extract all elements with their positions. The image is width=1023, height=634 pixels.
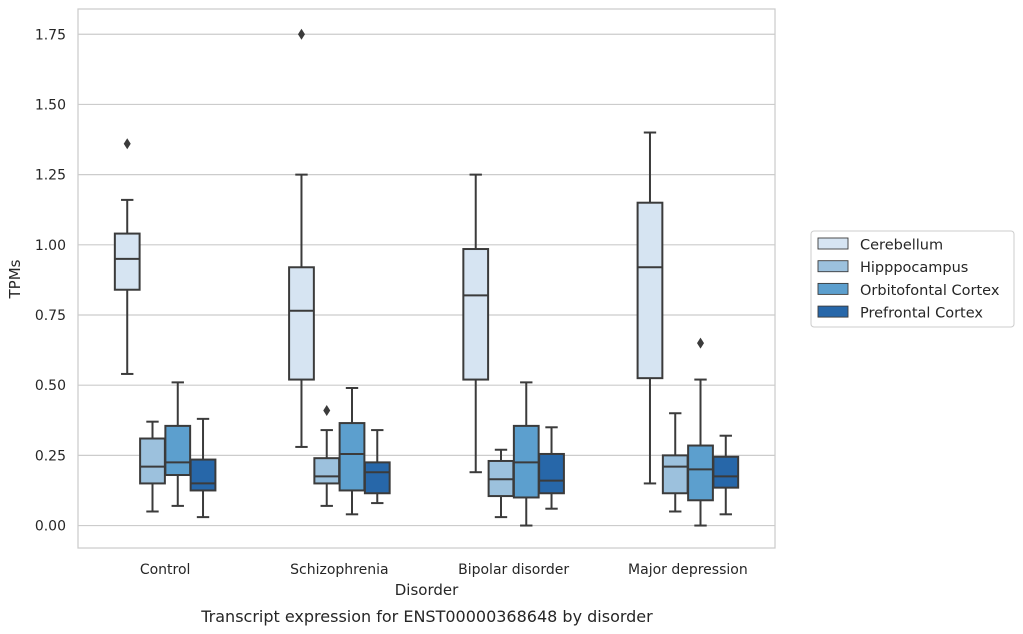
box-iqr <box>712 455 740 489</box>
legend-swatch <box>817 282 849 295</box>
plot-frame <box>77 8 776 549</box>
box-iqr <box>687 444 714 502</box>
box-prefrontal-cortex-0 <box>189 417 217 519</box>
box-prefrontal-cortex-1 <box>363 429 391 505</box>
y-tick-label: 0.75 <box>35 308 66 324</box>
y-tick-label: 0.00 <box>35 519 66 535</box>
box-prefrontal-cortex-3 <box>712 434 740 516</box>
legend-swatch <box>817 305 849 318</box>
legend-frame <box>810 230 1015 328</box>
box-iqr <box>661 454 689 495</box>
box-iqr <box>313 457 341 485</box>
box-iqr <box>538 452 565 495</box>
box-iqr <box>363 461 391 495</box>
y-tick-label: 0.50 <box>35 378 66 394</box>
box-iqr <box>164 424 192 477</box>
legend-label: Hipppocampus <box>860 260 968 276</box>
legend-label: Prefrontal Cortex <box>860 306 983 322</box>
x-tick-labels: Control Schizophrenia Bipolar disorder Majo… <box>140 562 748 578</box>
box-iqr <box>338 422 366 492</box>
box-cerebellum-0 <box>113 138 141 375</box>
box-orbitofontal-cortex-3 <box>687 337 714 527</box>
chart-caption: Transcript expression for ENST0000036864… <box>200 607 653 626</box>
legend: Cerebellum Hipppocampus Orbitofontal Corte… <box>810 230 1015 328</box>
box-iqr <box>636 201 664 380</box>
x-tick-label: Schizophrenia <box>290 562 388 578</box>
legend-swatch <box>817 237 849 250</box>
outlier-point <box>297 28 305 40</box>
y-tick-labels: 0.00 0.25 0.50 0.75 1.00 1.25 1.50 1.75 <box>35 27 66 534</box>
box-orbitofontal-cortex-0 <box>164 381 192 507</box>
box-iqr <box>189 458 217 492</box>
y-tick-label: 1.25 <box>35 168 66 184</box>
box-prefrontal-cortex-2 <box>538 426 565 510</box>
box-cerebellum-2 <box>462 173 490 474</box>
outlier-point <box>123 138 131 150</box>
box-hipppocampus-2 <box>487 448 515 519</box>
y-tick-label: 1.75 <box>35 27 66 43</box>
box-orbitofontal-cortex-2 <box>512 381 540 527</box>
box-hipppocampus-1 <box>313 404 341 507</box>
x-tick-label: Control <box>140 562 191 578</box>
box-iqr <box>139 437 166 485</box>
x-tick-label: Bipolar disorder <box>458 562 569 578</box>
grid-lines <box>78 33 775 527</box>
legend-label: Orbitofontal Cortex <box>860 283 1000 299</box>
box-series <box>113 28 740 527</box>
box-hipppocampus-3 <box>661 412 689 513</box>
box-iqr <box>462 248 490 381</box>
box-iqr <box>113 232 141 291</box>
y-tick-label: 1.00 <box>35 238 66 254</box>
legend-label: Cerebellum <box>860 238 943 254</box>
box-cerebellum-3 <box>636 131 664 485</box>
box-orbitofontal-cortex-1 <box>338 386 366 516</box>
box-hipppocampus-0 <box>139 420 166 513</box>
y-axis-label: TPMs <box>6 259 24 299</box>
outlier-point <box>323 404 331 416</box>
outlier-point <box>697 337 705 349</box>
x-tick-label: Major depression <box>628 562 748 578</box>
legend-swatch <box>817 260 849 273</box>
x-axis-label: Disorder <box>395 581 459 599</box>
y-tick-label: 0.25 <box>35 448 66 464</box>
box-iqr <box>288 266 315 381</box>
y-tick-label: 1.50 <box>35 97 66 113</box>
box-cerebellum-1 <box>288 28 315 448</box>
